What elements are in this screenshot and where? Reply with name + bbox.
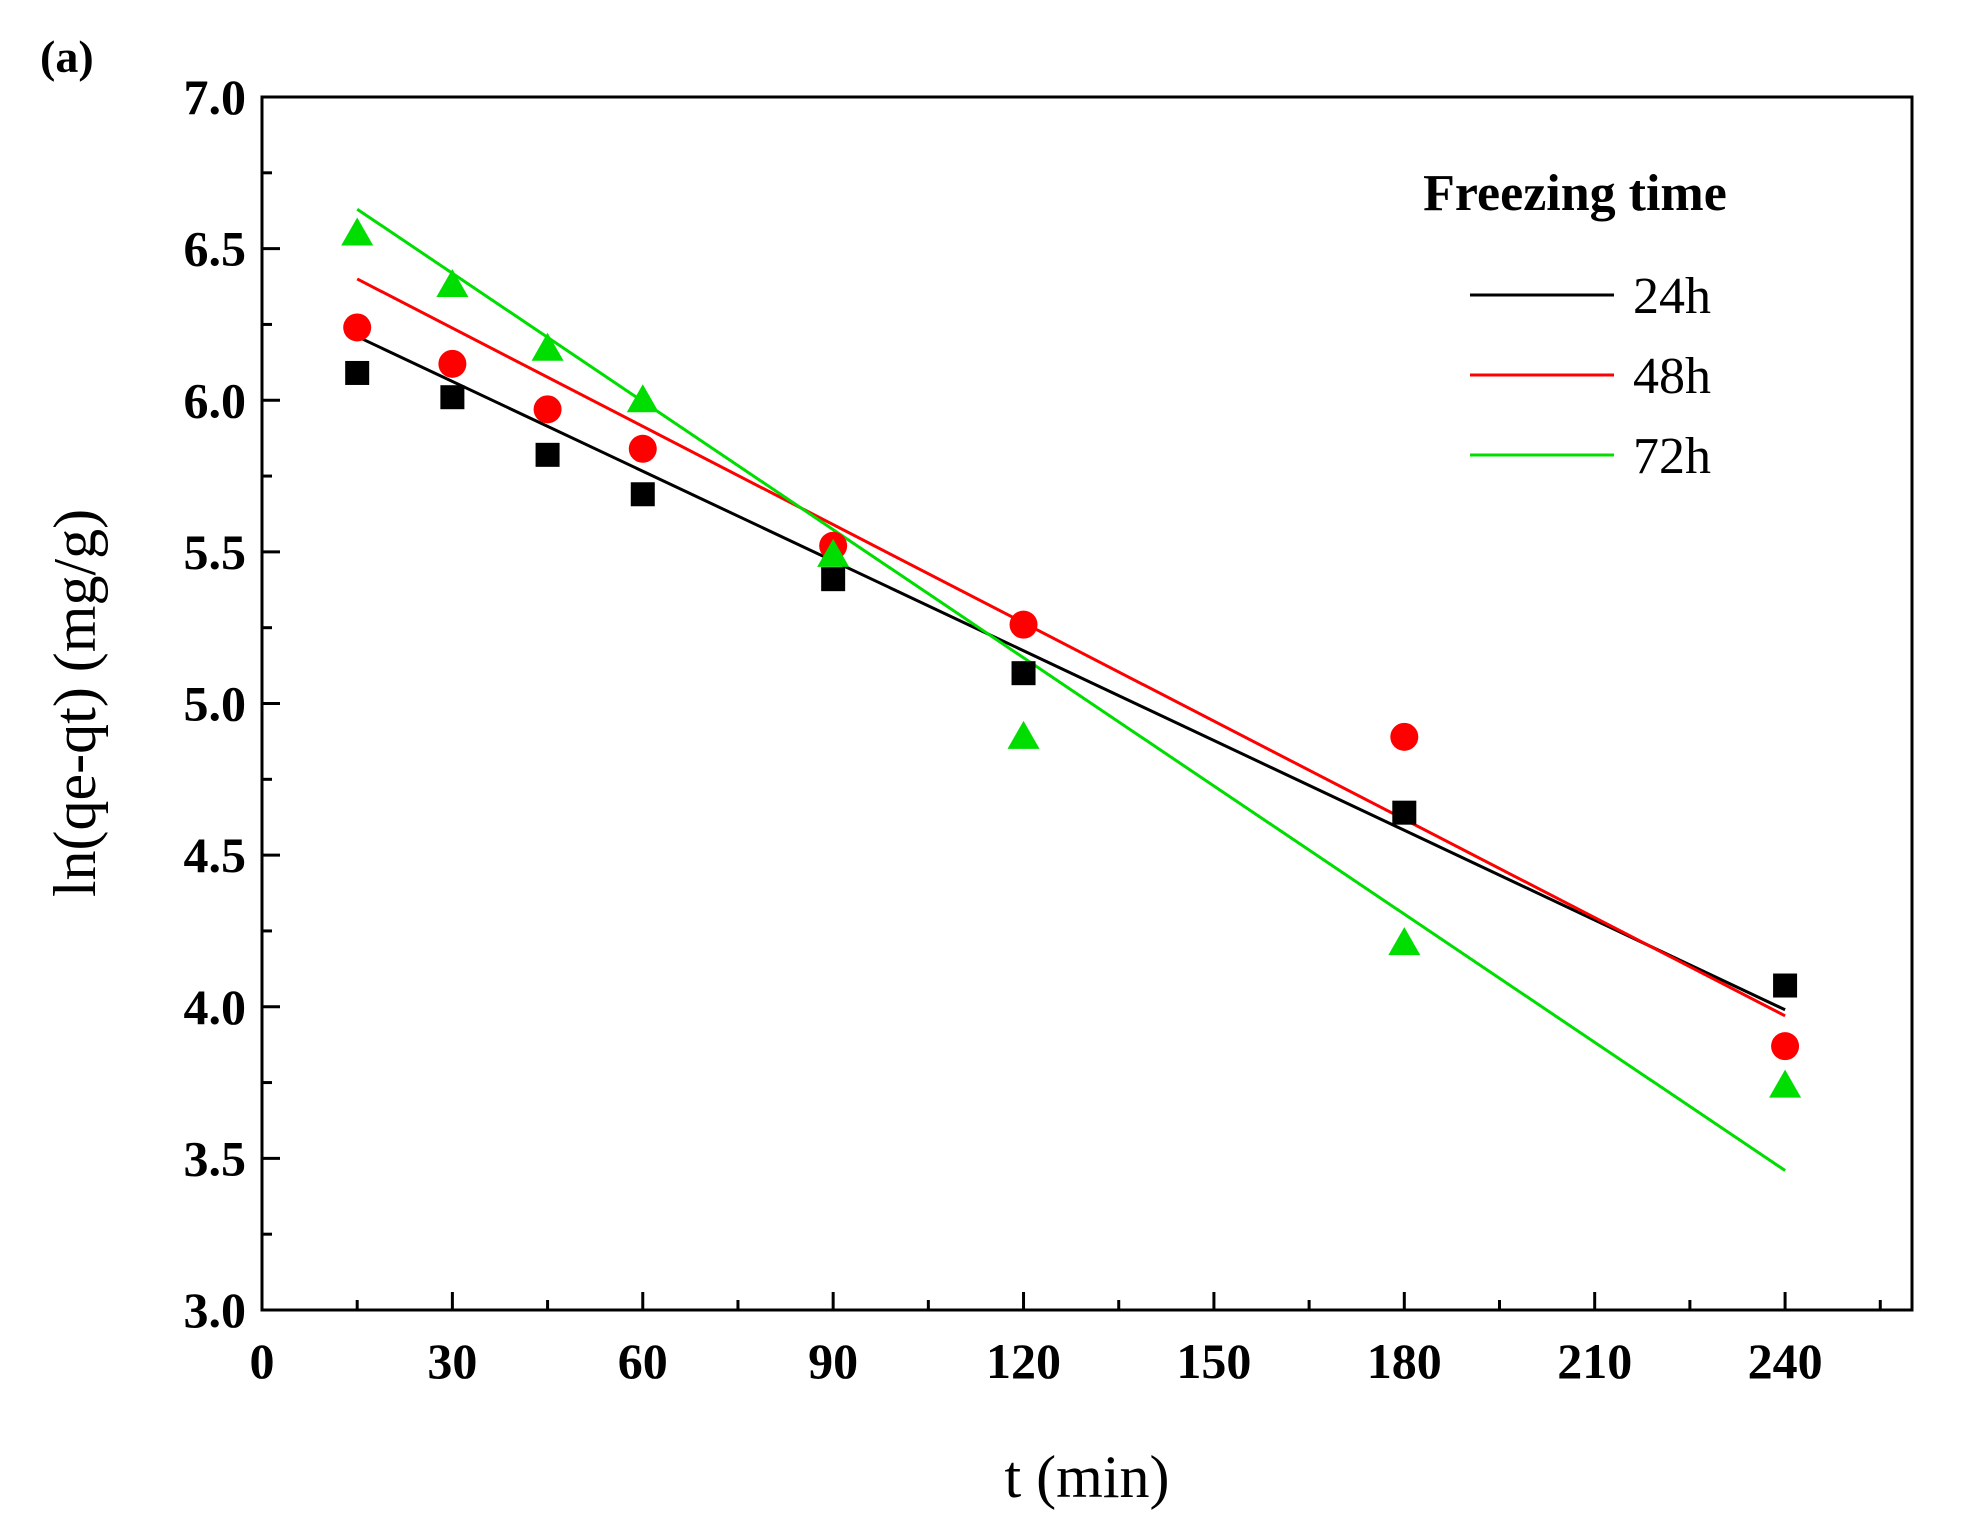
fit-lines [356, 207, 1786, 1172]
point-48h [1771, 1032, 1800, 1061]
point-24h [821, 567, 846, 592]
legend: Freezing time 24h 48h 72h [1423, 165, 1727, 485]
y-tick-label: 7.0 [184, 69, 247, 125]
y-tick-label: 5.5 [184, 524, 247, 580]
fit-line-72h [356, 207, 1786, 1172]
point-48h [438, 349, 467, 378]
y-axis-title: ln(qe-qt) (mg/g) [42, 509, 108, 897]
y-tick-label: 3.0 [184, 1282, 247, 1338]
legend-label-24h: 24h [1633, 268, 1711, 325]
legend-label-72h: 72h [1633, 428, 1711, 485]
y-tick-label: 4.0 [184, 979, 247, 1035]
x-tick-label: 210 [1557, 1333, 1632, 1389]
x-tick-label: 120 [986, 1333, 1061, 1389]
point-72h [341, 217, 374, 246]
point-72h [817, 538, 850, 567]
x-tick-label: 150 [1176, 1333, 1251, 1389]
point-24h [345, 360, 370, 385]
legend-title: Freezing time [1423, 165, 1727, 222]
fit-line-24h [356, 335, 1786, 1012]
point-24h [1011, 661, 1036, 686]
point-24h [440, 385, 465, 410]
y-tick-label: 6.0 [184, 372, 247, 428]
point-48h [628, 434, 657, 463]
x-tick-label: 60 [618, 1333, 668, 1389]
panel-label: (a) [40, 31, 94, 82]
x-tick-label: 180 [1367, 1333, 1442, 1389]
point-24h [1773, 973, 1798, 998]
x-tick-label: 0 [250, 1333, 275, 1389]
point-72h [436, 269, 469, 298]
point-72h [1388, 927, 1421, 956]
fit-line-48h [356, 277, 1786, 1018]
y-axis: 3.0 3.5 4.0 4.5 5.0 5.5 6.0 6.5 7.0 [184, 69, 280, 1338]
x-tick-label: 30 [427, 1333, 477, 1389]
point-24h [630, 482, 655, 507]
point-72h [1769, 1069, 1802, 1098]
x-tick-label: 90 [808, 1333, 858, 1389]
point-48h [533, 395, 562, 424]
legend-label-48h: 48h [1633, 348, 1711, 405]
point-48h [1390, 722, 1419, 751]
point-48h [343, 313, 372, 342]
y-tick-label: 3.5 [184, 1130, 247, 1186]
point-24h [535, 442, 560, 467]
x-axis-title: t (min) [1005, 1444, 1170, 1510]
point-72h [531, 332, 564, 361]
y-tick-label: 6.5 [184, 221, 247, 277]
y-tick-label: 5.0 [184, 676, 247, 732]
data-points [341, 217, 1802, 1098]
y-tick-label: 4.5 [184, 827, 247, 883]
point-72h [626, 384, 659, 413]
x-tick-label: 240 [1748, 1333, 1823, 1389]
point-48h [1009, 610, 1038, 639]
x-axis: 0 30 60 90 120 150 180 210 240 [250, 1292, 1882, 1389]
point-72h [1007, 720, 1040, 749]
point-24h [1392, 800, 1417, 825]
